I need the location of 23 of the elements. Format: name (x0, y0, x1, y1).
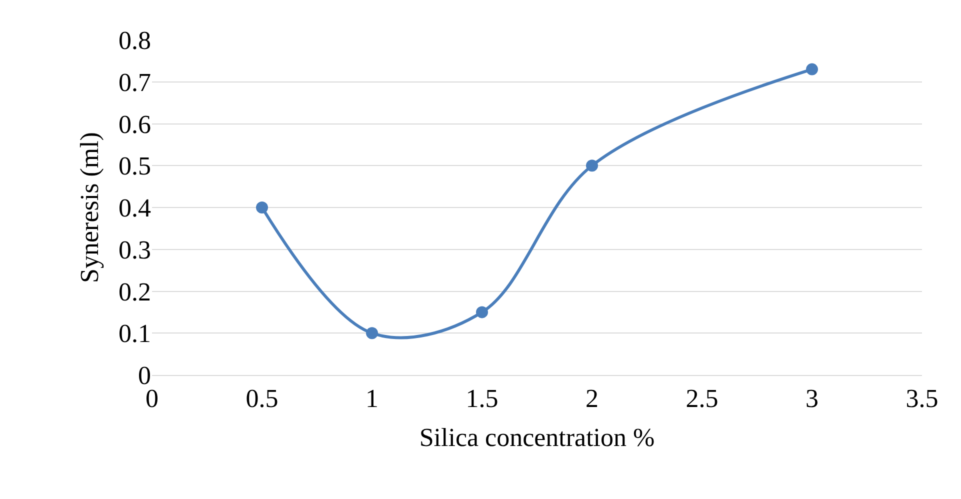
point (476, 306, 488, 318)
x-tick-label: 1 (366, 384, 378, 414)
y-tick-label: 0.5 (118, 152, 151, 181)
y-tick-label: 0.4 (118, 194, 151, 223)
x-tick-label: 2.5 (686, 384, 718, 414)
point (806, 63, 818, 76)
y-tick-label: 0.6 (118, 110, 151, 139)
y-tick-label: 0.7 (118, 68, 151, 97)
x-tick-label: 0.5 (246, 384, 278, 414)
y-tick-label: 0.1 (118, 319, 151, 348)
x-tick-label: 2 (586, 384, 598, 414)
y-tick-label: 0.8 (118, 26, 151, 56)
x-tick-label: 3.5 (906, 384, 938, 414)
y-tick-label: 0.2 (118, 277, 151, 306)
y-tick-label: 0 (138, 361, 151, 390)
point (256, 202, 268, 214)
x-tick-label: 3 (806, 384, 818, 414)
y-axis-title: Syneresis (ml) (74, 132, 104, 283)
x-tick-label: 1.5 (466, 384, 498, 414)
y-tick-label: 0.3 (118, 235, 151, 264)
point (586, 160, 598, 172)
point (366, 327, 378, 340)
x-axis-title: Silica concentration % (419, 422, 655, 452)
